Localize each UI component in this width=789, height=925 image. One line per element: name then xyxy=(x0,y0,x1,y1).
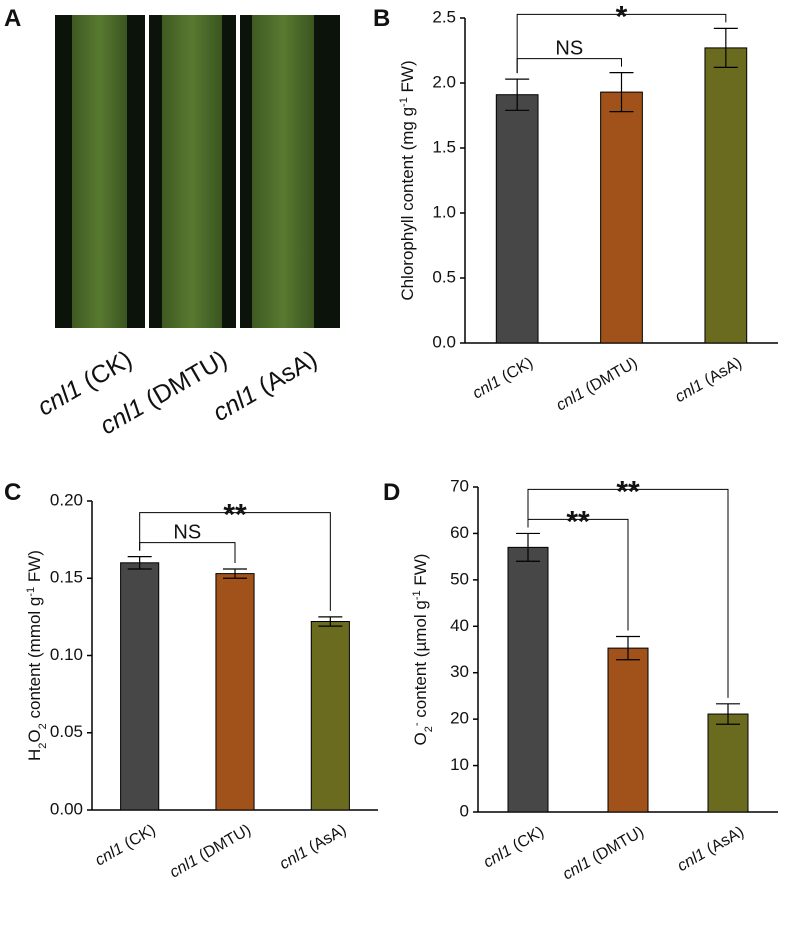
significance-bracket xyxy=(527,488,729,698)
y-tick-label: 0 xyxy=(460,801,469,820)
x-tick-label: cnl1 (AsA) xyxy=(277,822,349,874)
y-axis-label: O2- content (µmol g-1 FW) xyxy=(411,554,435,746)
significance-bracket xyxy=(516,58,622,74)
y-axis-label-part: -1 xyxy=(411,590,423,600)
y-axis-label-part: FW) xyxy=(25,550,44,587)
y-tick-label: 10 xyxy=(450,755,469,774)
y-axis-label-part: FW) xyxy=(398,60,417,97)
y-axis-label-part: 2 xyxy=(37,723,49,729)
y-tick-label: 0.10 xyxy=(50,645,83,664)
panel-letter: A xyxy=(4,5,21,32)
y-tick-label: 40 xyxy=(450,616,469,635)
y-tick-label: 60 xyxy=(450,523,469,542)
x-tick-label: cnl1 (CK) xyxy=(470,355,536,403)
bar xyxy=(215,573,255,811)
x-tick-label: cnl1 (CK) xyxy=(93,822,159,870)
panel-letter: C xyxy=(4,479,21,506)
y-tick-label: 20 xyxy=(450,709,469,728)
y-axis-label-part: -1 xyxy=(398,97,410,107)
significance-label: ** xyxy=(223,499,247,532)
bar xyxy=(707,713,749,813)
y-tick-label: 0.00 xyxy=(50,799,83,818)
y-axis-label-part: H xyxy=(25,749,44,761)
significance-label: ** xyxy=(616,475,640,508)
significance-label: * xyxy=(616,0,628,33)
y-axis-label-part: Chlorophyll content (mg g xyxy=(398,107,417,301)
bar xyxy=(310,621,350,811)
y-axis-label-part: content (µmol g xyxy=(411,600,430,722)
y-tick-label: 50 xyxy=(450,569,469,588)
image-label: cnl1 (AsA) xyxy=(208,345,322,427)
significance-bracket xyxy=(139,542,236,563)
panel-letter: B xyxy=(373,5,390,32)
leaf-photo xyxy=(55,15,340,328)
y-tick-label: 0.0 xyxy=(432,332,456,351)
y-tick-label: 0.15 xyxy=(50,568,83,587)
bar xyxy=(120,562,160,811)
y-tick-label: 0.05 xyxy=(50,722,83,741)
x-tick-label: cnl1 (DMTU) xyxy=(560,824,647,884)
significance-bracket xyxy=(516,13,727,74)
y-axis-label-part: 2 xyxy=(37,743,49,749)
y-tick-label: 2.0 xyxy=(432,72,456,91)
y-tick-label: 2.5 xyxy=(432,7,456,26)
y-axis-label-part: O xyxy=(25,729,44,742)
y-tick-label: 0.5 xyxy=(432,267,456,286)
panel-letter: D xyxy=(383,479,400,506)
x-tick-label: cnl1 (DMTU) xyxy=(167,822,254,882)
y-axis-label: Chlorophyll content (mg g-1 FW) xyxy=(398,60,417,300)
x-tick-label: cnl1 (CK) xyxy=(481,824,547,872)
y-axis-label-part: content (mmol g xyxy=(25,597,44,724)
bar xyxy=(507,546,549,813)
significance-label: NS xyxy=(555,38,583,60)
y-axis-label: H2O2 content (mmol g-1 FW) xyxy=(25,550,49,761)
bar xyxy=(600,91,643,344)
bar xyxy=(495,94,539,344)
x-tick-label: cnl1 (AsA) xyxy=(675,824,747,876)
bar xyxy=(607,647,649,813)
y-axis-label-part: 2 xyxy=(423,726,435,732)
x-tick-label: cnl1 (AsA) xyxy=(673,355,745,407)
x-tick-label: cnl1 (DMTU) xyxy=(554,355,641,415)
y-axis-label-part: FW) xyxy=(411,554,430,591)
y-tick-label: 1.5 xyxy=(432,137,456,156)
significance-bracket xyxy=(139,512,331,611)
y-axis-label-part: O xyxy=(411,732,430,745)
y-tick-label: 30 xyxy=(450,662,469,681)
significance-label: NS xyxy=(173,522,201,544)
significance-label: ** xyxy=(566,505,590,538)
y-axis-label-part: - xyxy=(411,722,423,726)
y-tick-label: 0.20 xyxy=(50,490,83,509)
y-tick-label: 1.0 xyxy=(432,202,456,221)
y-axis-label-part: -1 xyxy=(25,587,37,597)
bar xyxy=(704,47,748,344)
y-tick-label: 70 xyxy=(450,476,469,495)
